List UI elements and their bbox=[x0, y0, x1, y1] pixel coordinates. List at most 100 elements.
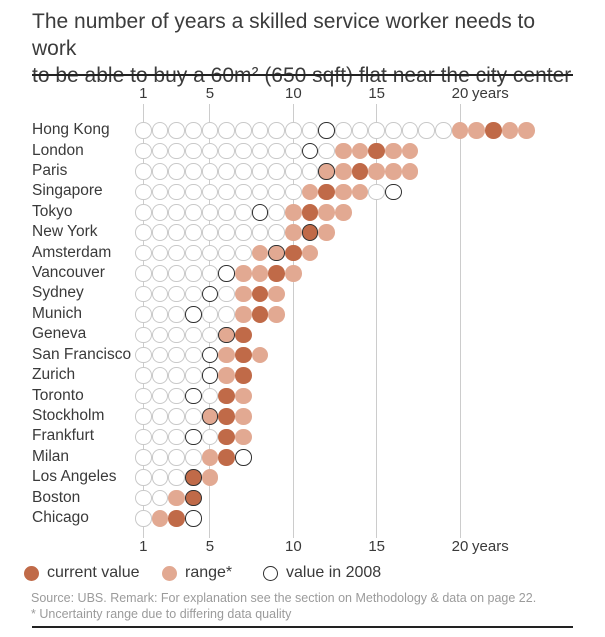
chart-dot bbox=[135, 224, 152, 241]
chart-dot bbox=[301, 122, 319, 139]
chart-dot bbox=[301, 163, 319, 180]
chart-dot bbox=[301, 224, 319, 241]
chart-dot bbox=[285, 163, 302, 180]
chart-dot bbox=[135, 387, 152, 405]
chart-dot bbox=[285, 244, 302, 262]
chart-dot bbox=[185, 183, 202, 201]
chart-dot bbox=[235, 183, 252, 201]
chart-dot bbox=[168, 142, 185, 160]
chart-dot bbox=[168, 346, 185, 364]
row-label-los-angeles: Los Angeles bbox=[32, 468, 117, 486]
chart-title: The number of years a skilled service wo… bbox=[32, 8, 580, 89]
chart-dot bbox=[168, 510, 185, 527]
chart-dot bbox=[235, 285, 252, 303]
gridline-year-10 bbox=[292, 104, 294, 538]
bottom-rule bbox=[32, 626, 573, 628]
chart-dot bbox=[268, 142, 285, 160]
chart-dot bbox=[201, 122, 219, 139]
chart-dot bbox=[285, 122, 302, 139]
chart-dot bbox=[318, 142, 335, 160]
chart-dot bbox=[185, 244, 202, 262]
chart-dot bbox=[318, 183, 335, 201]
chart-dot bbox=[268, 183, 285, 201]
chart-dot bbox=[218, 163, 235, 180]
chart-dot bbox=[251, 224, 269, 241]
x-axis-tick-label: 1 bbox=[139, 538, 148, 555]
chart-dot bbox=[251, 163, 269, 180]
chart-dot bbox=[218, 449, 235, 466]
chart-dot bbox=[251, 306, 269, 323]
chart-dot bbox=[151, 183, 169, 201]
chart-dot bbox=[385, 163, 402, 180]
chart-dot bbox=[185, 367, 202, 384]
chart-dot bbox=[135, 326, 152, 344]
chart-dot bbox=[235, 428, 252, 446]
row-label-hong-kong: Hong Kong bbox=[32, 121, 110, 139]
row-label-munich: Munich bbox=[32, 304, 82, 322]
row-label-stockholm: Stockholm bbox=[32, 406, 105, 424]
chart-dot bbox=[351, 142, 369, 160]
row-label-boston: Boston bbox=[32, 488, 81, 506]
chart-dot bbox=[251, 122, 269, 139]
chart-dot bbox=[235, 122, 252, 139]
row-label-amsterdam: Amsterdam bbox=[32, 243, 112, 261]
chart-dot bbox=[218, 244, 235, 262]
chart-dot bbox=[368, 122, 385, 139]
chart-dot bbox=[151, 265, 169, 282]
chart-dot bbox=[218, 408, 235, 425]
chart-dot bbox=[235, 265, 252, 282]
gridline-year-20 bbox=[459, 104, 461, 538]
chart-dot bbox=[285, 142, 302, 160]
chart-dot bbox=[235, 408, 252, 425]
chart-dot bbox=[185, 387, 202, 405]
chart-dot bbox=[235, 163, 252, 180]
chart-dot bbox=[201, 265, 219, 282]
chart-dot bbox=[251, 244, 269, 262]
chart-dot bbox=[185, 306, 202, 323]
chart-dot bbox=[285, 224, 302, 241]
row-label-san-francisco: San Francisco bbox=[32, 345, 132, 363]
chart-dot bbox=[201, 224, 219, 241]
legend-label-value-2008: value in 2008 bbox=[286, 564, 382, 581]
chart-dot bbox=[135, 428, 152, 446]
chart-dot bbox=[135, 183, 152, 201]
chart-dot bbox=[135, 122, 152, 139]
chart-dot bbox=[401, 163, 419, 180]
chart-dot bbox=[135, 306, 152, 323]
chart-dot bbox=[168, 183, 185, 201]
chart-dot bbox=[151, 224, 169, 241]
chart-dot bbox=[135, 408, 152, 425]
chart-dot bbox=[218, 142, 235, 160]
chart-dot bbox=[335, 204, 352, 221]
row-label-paris: Paris bbox=[32, 161, 68, 179]
row-label-milan: Milan bbox=[32, 447, 70, 465]
legend-label-range: range* bbox=[185, 564, 233, 581]
chart-dot bbox=[235, 224, 252, 241]
chart-dot bbox=[218, 224, 235, 241]
chart-dot bbox=[218, 346, 235, 364]
x-axis-tick-label: 10 bbox=[284, 85, 302, 102]
chart-dot bbox=[168, 163, 185, 180]
chart-dot bbox=[185, 224, 202, 241]
chart-dot bbox=[168, 367, 185, 384]
chart-dot bbox=[151, 469, 169, 486]
x-axis-unit-label: years bbox=[472, 85, 509, 102]
chart-dot bbox=[135, 489, 152, 507]
row-label-frankfurt: Frankfurt bbox=[32, 427, 95, 445]
row-label-zurich: Zurich bbox=[32, 366, 76, 384]
chart-dot bbox=[135, 346, 152, 364]
chart-dot bbox=[185, 449, 202, 466]
chart-dot bbox=[318, 122, 335, 139]
chart-dot bbox=[168, 285, 185, 303]
chart-dot bbox=[368, 142, 385, 160]
chart-dot bbox=[168, 469, 185, 486]
chart-dot bbox=[201, 346, 219, 364]
chart-dot bbox=[151, 387, 169, 405]
chart-dot bbox=[235, 346, 252, 364]
chart-dot bbox=[168, 489, 185, 507]
chart-dot bbox=[151, 510, 169, 527]
chart-dot bbox=[151, 244, 169, 262]
chart-dot bbox=[218, 285, 235, 303]
chart-dot bbox=[168, 408, 185, 425]
legend-swatch-value-2008 bbox=[263, 566, 278, 581]
